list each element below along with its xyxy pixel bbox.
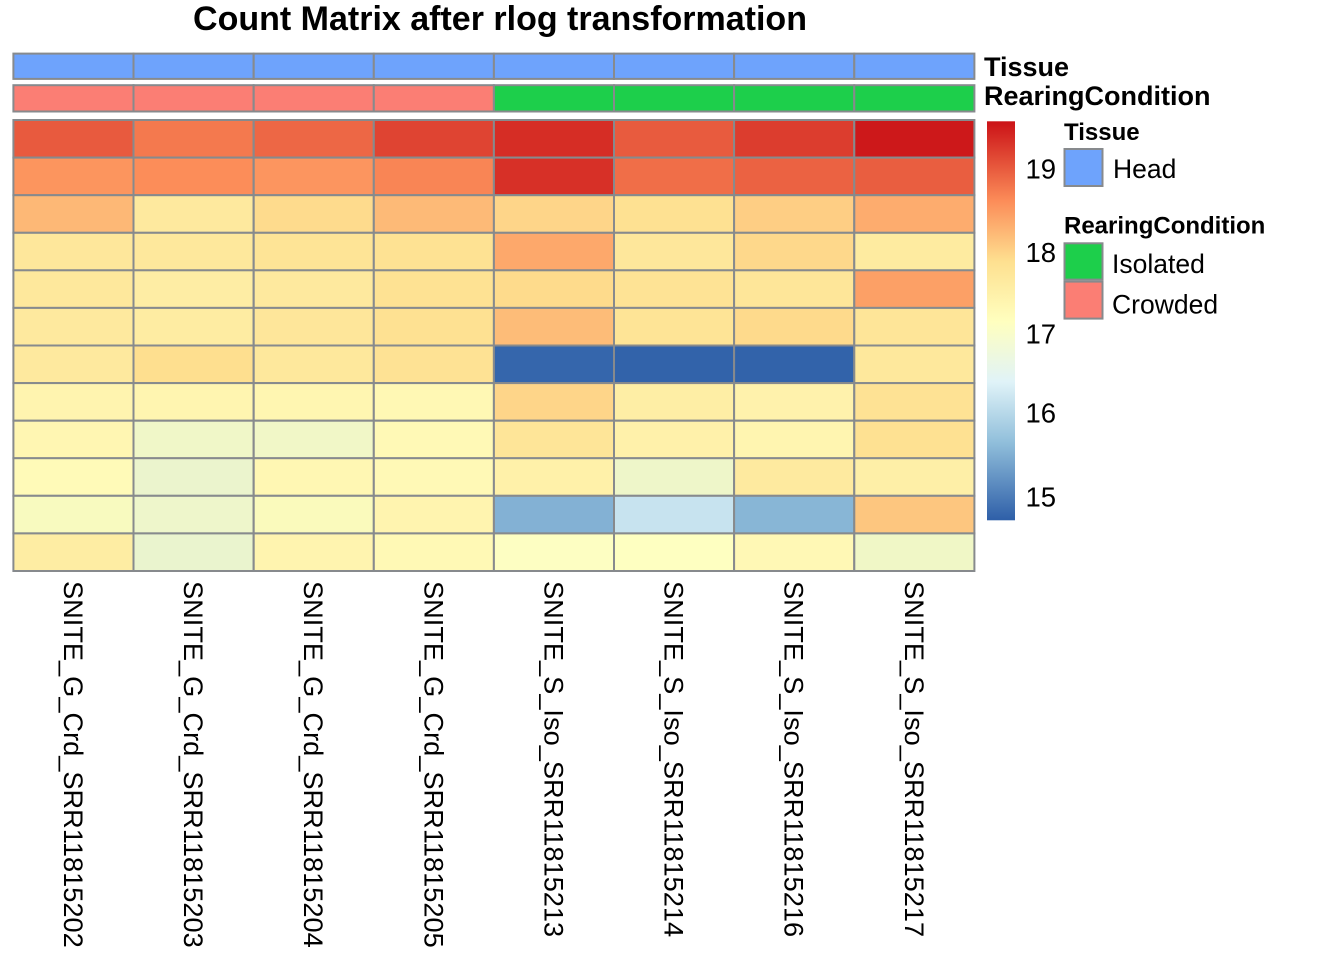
svg-text:Crowded: Crowded <box>1112 290 1218 320</box>
svg-text:Head: Head <box>1113 154 1176 184</box>
svg-text:17: 17 <box>1026 319 1057 350</box>
svg-text:18: 18 <box>1026 237 1057 268</box>
svg-text:RearingCondition: RearingCondition <box>1064 212 1265 239</box>
svg-text:SNITE_S_Iso_SRR11815214: SNITE_S_Iso_SRR11815214 <box>659 581 690 937</box>
svg-text:15: 15 <box>1026 482 1057 513</box>
svg-text:Tissue: Tissue <box>1064 119 1140 146</box>
svg-text:SNITE_S_Iso_SRR11815217: SNITE_S_Iso_SRR11815217 <box>899 581 930 937</box>
svg-text:SNITE_S_Iso_SRR11815213: SNITE_S_Iso_SRR11815213 <box>539 581 570 937</box>
svg-text:Count Matrix after rlog transf: Count Matrix after rlog transformation <box>193 0 807 38</box>
svg-text:19: 19 <box>1026 154 1057 185</box>
svg-text:Tissue: Tissue <box>984 52 1069 82</box>
svg-text:SNITE_G_Crd_SRR11815203: SNITE_G_Crd_SRR11815203 <box>178 581 209 948</box>
svg-text:SNITE_G_Crd_SRR11815204: SNITE_G_Crd_SRR11815204 <box>298 581 329 948</box>
svg-text:SNITE_S_Iso_SRR11815216: SNITE_S_Iso_SRR11815216 <box>779 581 810 937</box>
svg-text:16: 16 <box>1026 398 1057 429</box>
svg-text:RearingCondition: RearingCondition <box>984 81 1210 111</box>
svg-text:SNITE_G_Crd_SRR11815202: SNITE_G_Crd_SRR11815202 <box>58 581 89 948</box>
svg-text:Isolated: Isolated <box>1112 249 1205 279</box>
svg-text:SNITE_G_Crd_SRR11815205: SNITE_G_Crd_SRR11815205 <box>418 581 449 948</box>
